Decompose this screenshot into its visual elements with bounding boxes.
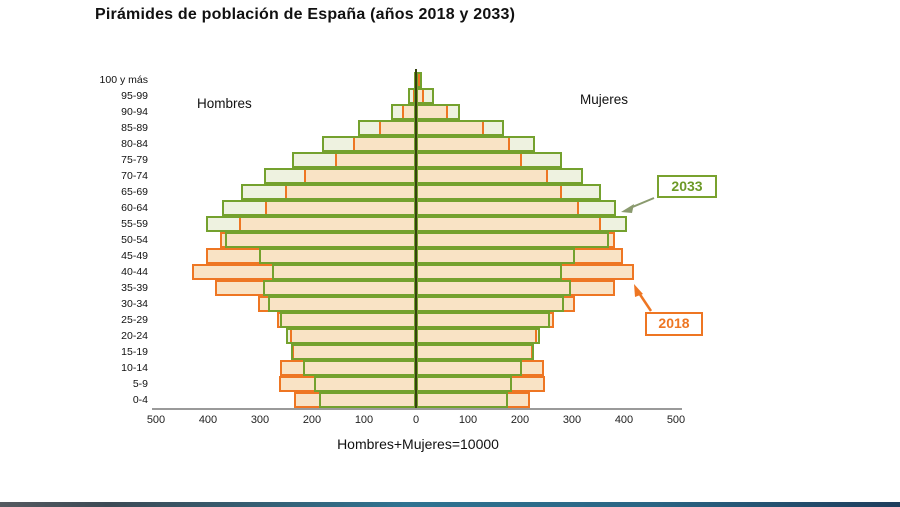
pyramid-bar [264,168,416,184]
pyramid-bar [318,392,416,408]
age-group-label: 65-69 [121,186,148,198]
center-axis-line [414,69,418,409]
pyramid-bar [416,120,504,136]
age-group-label: 90-94 [121,106,148,118]
pyramid-bar [416,200,616,216]
pyramid-bar [416,104,461,120]
pyramid-bar [416,248,576,264]
pyramid-bar [268,296,416,312]
age-group-label: 80-84 [121,138,148,150]
x-axis-tick-label: 500 [146,414,166,426]
pyramid-bar [262,280,416,296]
age-group-label: 70-74 [121,170,148,182]
age-group-label: 95-99 [121,90,148,102]
x-axis-tick-label: 200 [510,414,530,426]
legend-2033: 2033 [657,175,717,198]
hombres-label: Hombres [197,96,252,111]
footer-caption: Hombres+Mujeres=10000 [337,436,499,452]
x-axis-line [152,408,682,410]
pyramid-bar [280,312,416,328]
bottom-blue-rule [0,502,900,507]
x-axis-tick-label: 500 [666,414,686,426]
age-group-label: 15-19 [121,346,148,358]
pyramid-bar [416,232,609,248]
pyramid-bar [291,152,416,168]
pyramid-bar [222,200,416,216]
pyramid-bar [416,376,513,392]
x-axis-tick-label: 100 [354,414,374,426]
age-group-label: 100 y más [99,74,148,86]
arrow-to-2018-bars [634,284,653,312]
pyramid-bar [205,216,416,232]
x-axis-tick-label: 300 [250,414,270,426]
pyramid-bar [416,264,563,280]
pyramid-bar [416,280,571,296]
pyramid-bar [416,312,550,328]
age-group-label: 5-9 [132,378,148,390]
pyramid-bar [259,248,416,264]
pyramid-bar [286,328,416,344]
x-axis-tick-label: 0 [412,414,420,426]
age-group-label: 85-89 [121,122,148,134]
age-group-label: 25-29 [121,314,148,326]
pyramid-bar [272,264,416,280]
pyramid-bar [416,88,435,104]
pyramid-bar [416,152,562,168]
pyramid-bar [322,136,416,152]
age-group-label: 50-54 [121,234,148,246]
pyramid-bar [290,344,416,360]
pyramid-bar [416,168,584,184]
pyramid-bar [240,184,416,200]
age-group-label: 60-64 [121,202,148,214]
x-axis-tick-label: 400 [614,414,634,426]
pyramid-bar [416,136,536,152]
pyramid-bar [416,184,601,200]
age-group-label: 20-24 [121,330,148,342]
chart-title: Pirámides de población de España (años 2… [95,6,516,23]
age-group-label: 55-59 [121,218,148,230]
pyramid-bar [416,360,523,376]
arrow-to-2033-bars [621,197,655,213]
pyramid-bar [416,344,534,360]
age-group-label: 40-44 [121,266,148,278]
pyramid-bar [357,120,416,136]
x-axis-tick-label: 200 [302,414,322,426]
age-group-label: 10-14 [121,362,148,374]
pyramid-bar [408,88,416,104]
age-group-label: 75-79 [121,154,148,166]
legend-2018: 2018 [645,312,703,336]
pyramid-bar [225,232,416,248]
pyramid-bar [391,104,416,120]
pyramid-bar [416,328,540,344]
age-group-label: 35-39 [121,282,148,294]
mujeres-label: Mujeres [580,92,629,107]
age-group-label: 30-34 [121,298,148,310]
pyramid-bar [303,360,416,376]
pyramid-bar [416,216,628,232]
age-group-label: 0-4 [132,394,148,406]
age-group-label: 45-49 [121,250,148,262]
pyramid-bar [416,392,508,408]
pyramid-bar [416,296,564,312]
x-axis-tick-label: 100 [458,414,478,426]
pyramid-bar [313,376,416,392]
x-axis-tick-label: 300 [562,414,582,426]
x-axis-tick-label: 400 [198,414,218,426]
